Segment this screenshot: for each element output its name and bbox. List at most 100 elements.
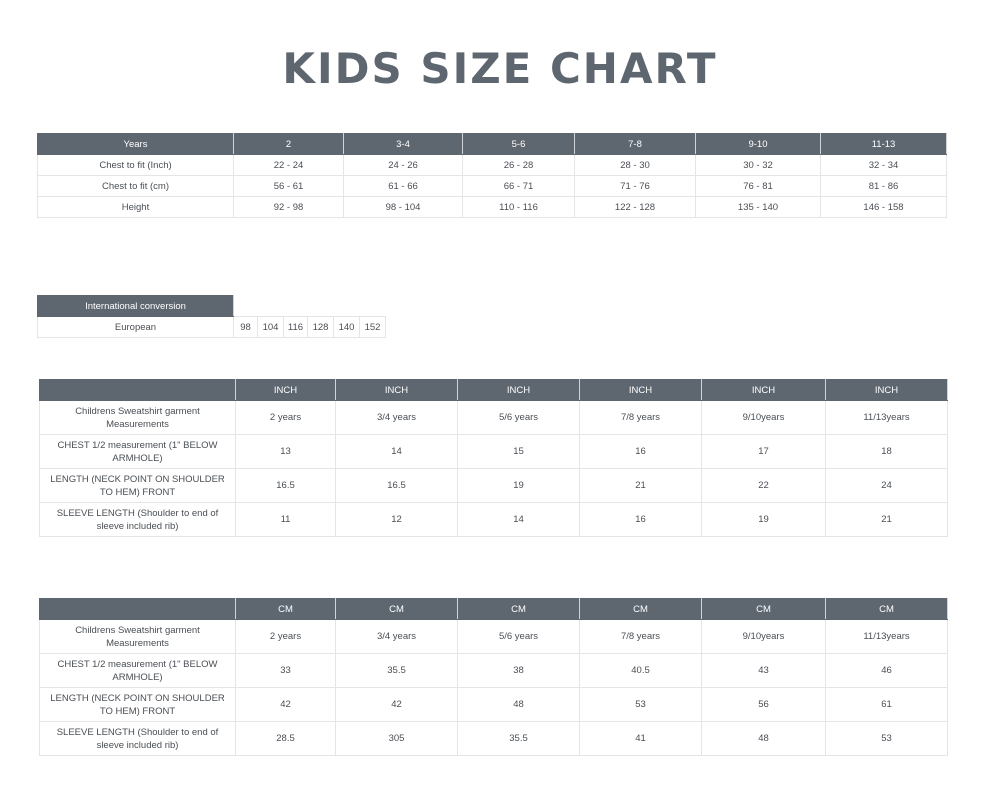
- table-cell: 24: [825, 468, 948, 503]
- table-cell: 76 - 81: [695, 175, 821, 197]
- table-row: Chest to fit (cm) 56 - 61 61 - 66 66 - 7…: [37, 175, 947, 197]
- table-cell: 7/8 years: [579, 400, 702, 435]
- column-header: INCH: [457, 379, 580, 401]
- column-header: [39, 379, 236, 401]
- page-title: KIDS SIZE CHART: [282, 44, 718, 93]
- table-cell: 5/6 years: [457, 400, 580, 435]
- row-label: European: [37, 316, 234, 338]
- table-cell: 22: [701, 468, 826, 503]
- column-header: INCH: [579, 379, 702, 401]
- table-cell: 152: [359, 316, 386, 338]
- table-row: CHEST 1/2 measurement (1" BELOW ARMHOLE)…: [39, 653, 948, 688]
- table-cell: 26 - 28: [462, 154, 575, 176]
- table-cell: 12: [335, 502, 458, 537]
- table-cell: 33: [235, 653, 336, 688]
- table-cell: 43: [701, 653, 826, 688]
- table-row: LENGTH (NECK POINT ON SHOULDER TO HEM) F…: [39, 468, 948, 503]
- table-cell: 48: [701, 721, 826, 756]
- column-header: INCH: [825, 379, 948, 401]
- row-label: CHEST 1/2 measurement (1" BELOW ARMHOLE): [39, 434, 236, 469]
- inch-table: INCH INCH INCH INCH INCH INCH Childrens …: [39, 379, 948, 537]
- table-cell: 41: [579, 721, 702, 756]
- table-cell: 122 - 128: [574, 196, 696, 218]
- table-cell: 140: [333, 316, 360, 338]
- table-cell: 71 - 76: [574, 175, 696, 197]
- conversion-header-row: International conversion: [37, 295, 386, 317]
- table-cell: 35.5: [457, 721, 580, 756]
- table-cell: 28.5: [235, 721, 336, 756]
- column-header: Years: [37, 133, 234, 155]
- table-cell: 2 years: [235, 400, 336, 435]
- table-cell: 92 - 98: [233, 196, 344, 218]
- table-cell: 18: [825, 434, 948, 469]
- table-cell: 22 - 24: [233, 154, 344, 176]
- table-cell: 81 - 86: [820, 175, 947, 197]
- column-header: CM: [457, 598, 580, 620]
- table-cell: 116: [283, 316, 308, 338]
- table-cell: 16: [579, 434, 702, 469]
- table-cell: 5/6 years: [457, 619, 580, 654]
- table-row: Chest to fit (Inch) 22 - 24 24 - 26 26 -…: [37, 154, 947, 176]
- column-header: INCH: [701, 379, 826, 401]
- column-header: 11-13: [820, 133, 947, 155]
- column-header: CM: [825, 598, 948, 620]
- cm-table: CM CM CM CM CM CM Childrens Sweatshirt g…: [39, 598, 948, 756]
- column-header: 5-6: [462, 133, 575, 155]
- row-label: Chest to fit (Inch): [37, 154, 234, 176]
- table-row: CHEST 1/2 measurement (1" BELOW ARMHOLE)…: [39, 434, 948, 469]
- column-header: INCH: [335, 379, 458, 401]
- table-cell: 128: [307, 316, 334, 338]
- table-cell: 42: [335, 687, 458, 722]
- table-cell: 46: [825, 653, 948, 688]
- table-cell: 15: [457, 434, 580, 469]
- column-header: 7-8: [574, 133, 696, 155]
- table-cell: 48: [457, 687, 580, 722]
- table-cell: 11/13years: [825, 619, 948, 654]
- table-cell: 38: [457, 653, 580, 688]
- row-label: Chest to fit (cm): [37, 175, 234, 197]
- row-label: Height: [37, 196, 234, 218]
- table-cell: 11: [235, 502, 336, 537]
- table-cell: 305: [335, 721, 458, 756]
- table-cell: 19: [701, 502, 826, 537]
- empty-header-space: [234, 296, 386, 317]
- table-cell: 9/10years: [701, 400, 826, 435]
- row-label: Childrens Sweatshirt garment Measurement…: [39, 619, 236, 654]
- table-cell: 14: [335, 434, 458, 469]
- row-label: SLEEVE LENGTH (Shoulder to end of sleeve…: [39, 502, 236, 537]
- table-cell: 28 - 30: [574, 154, 696, 176]
- table-cell: 104: [257, 316, 284, 338]
- table-cell: 14: [457, 502, 580, 537]
- table-row: Childrens Sweatshirt garment Measurement…: [39, 619, 948, 654]
- table-cell: 146 - 158: [820, 196, 947, 218]
- table-row: SLEEVE LENGTH (Shoulder to end of sleeve…: [39, 502, 948, 537]
- table-row: European 98 104 116 128 140 152: [37, 316, 386, 338]
- table-cell: 66 - 71: [462, 175, 575, 197]
- column-header: CM: [335, 598, 458, 620]
- table-cell: 17: [701, 434, 826, 469]
- size-table: Years 2 3-4 5-6 7-8 9-10 11-13 Chest to …: [37, 133, 947, 218]
- table-row: Height 92 - 98 98 - 104 110 - 116 122 - …: [37, 196, 947, 218]
- table-cell: 56: [701, 687, 826, 722]
- column-header: CM: [701, 598, 826, 620]
- row-label: LENGTH (NECK POINT ON SHOULDER TO HEM) F…: [39, 468, 236, 503]
- row-label: Childrens Sweatshirt garment Measurement…: [39, 400, 236, 435]
- table-cell: 3/4 years: [335, 400, 458, 435]
- row-label: CHEST 1/2 measurement (1" BELOW ARMHOLE): [39, 653, 236, 688]
- table-cell: 35.5: [335, 653, 458, 688]
- size-table-header-row: Years 2 3-4 5-6 7-8 9-10 11-13: [37, 133, 947, 155]
- table-cell: 3/4 years: [335, 619, 458, 654]
- inch-table-header-row: INCH INCH INCH INCH INCH INCH: [39, 379, 948, 401]
- table-cell: 16: [579, 502, 702, 537]
- column-header: 2: [233, 133, 344, 155]
- table-cell: 9/10years: [701, 619, 826, 654]
- table-cell: 2 years: [235, 619, 336, 654]
- column-header: 9-10: [695, 133, 821, 155]
- cm-table-header-row: CM CM CM CM CM CM: [39, 598, 948, 620]
- table-cell: 21: [579, 468, 702, 503]
- table-cell: 11/13years: [825, 400, 948, 435]
- table-cell: 98 - 104: [343, 196, 463, 218]
- conversion-header: International conversion: [37, 295, 234, 317]
- table-cell: 61: [825, 687, 948, 722]
- table-cell: 16.5: [335, 468, 458, 503]
